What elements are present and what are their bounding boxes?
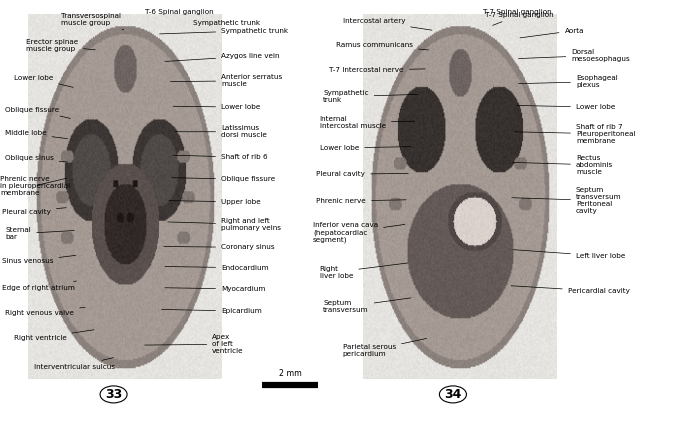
Text: Rectus
abdominis
muscle: Rectus abdominis muscle [513,155,613,175]
Text: Right and left
pulmonary veins: Right and left pulmonary veins [168,218,281,231]
Text: Oblique fissure: Oblique fissure [172,176,275,182]
Text: Oblique sinus: Oblique sinus [5,155,68,162]
Text: Phrenic nerve: Phrenic nerve [316,198,406,204]
Text: Myocardium: Myocardium [165,286,266,292]
Text: Septum
transversum
Peritoneal
cavity: Septum transversum Peritoneal cavity [512,187,621,214]
Text: Middle lobe: Middle lobe [5,130,68,139]
Text: Sympathetic
trunk: Sympathetic trunk [323,90,418,103]
Text: Epicardium: Epicardium [162,308,262,314]
Text: 33: 33 [105,388,122,401]
Text: Apex
of left
ventricle: Apex of left ventricle [145,334,244,354]
Text: Endocardium: Endocardium [165,265,268,271]
Text: Pericardial cavity: Pericardial cavity [511,286,630,294]
Text: Pleural cavity: Pleural cavity [316,171,408,177]
Text: Right venous valve: Right venous valve [5,307,85,316]
Text: Coronary sinus: Coronary sinus [164,244,274,250]
Text: Sternal
bar: Sternal bar [5,227,74,240]
Text: Left liver lobe: Left liver lobe [513,249,625,259]
Text: Right ventricle: Right ventricle [14,330,94,341]
Text: Erector spinae
muscle group: Erector spinae muscle group [26,39,95,52]
Text: Septum
transversum: Septum transversum [323,298,411,313]
Text: T-7 Spinal ganglion: T-7 Spinal ganglion [485,12,554,26]
Text: Dorsal
mesoesophagus: Dorsal mesoesophagus [518,49,630,62]
Text: Transversospinal
muscle group: Transversospinal muscle group [61,13,124,30]
Text: Inferior vena cava
(hepatocardiac
segment): Inferior vena cava (hepatocardiac segmen… [313,222,405,244]
Text: Intercostal artery: Intercostal artery [343,18,432,30]
Text: Aorta: Aorta [520,28,584,38]
Text: Shaft of rib 7
Pleuroperitoneal
membrane: Shaft of rib 7 Pleuroperitoneal membrane [514,124,635,144]
Text: Ramus communicans: Ramus communicans [336,42,429,50]
Text: Right
liver lobe: Right liver lobe [320,263,408,278]
Text: Edge of right atrium: Edge of right atrium [2,281,76,291]
Circle shape [100,386,127,403]
Text: Azygos line vein: Azygos line vein [165,53,280,62]
Text: T-7 Intercostal nerve: T-7 Intercostal nerve [329,67,425,73]
Text: Parietal serous
pericardium: Parietal serous pericardium [343,338,427,357]
Text: 2 mm: 2 mm [279,369,301,378]
Text: Pleural cavity: Pleural cavity [2,208,66,215]
Text: Upper lobe: Upper lobe [169,199,261,205]
Text: Oblique fissure: Oblique fissure [5,107,70,119]
Text: 34: 34 [444,388,462,401]
Text: Interventricular sulcus: Interventricular sulcus [34,357,115,370]
Text: T-7 Spinal ganglion: T-7 Spinal ganglion [483,9,552,15]
Text: Latissimus
dorsi muscle: Latissimus dorsi muscle [174,125,267,138]
Text: Anterior serratus
muscle: Anterior serratus muscle [170,74,283,87]
Text: T-6 Spinal ganglion: T-6 Spinal ganglion [145,9,214,15]
Text: Lower lobe: Lower lobe [173,104,260,110]
Circle shape [439,386,466,403]
Text: Sinus venosus: Sinus venosus [2,255,76,264]
Text: Lower lobe: Lower lobe [14,75,73,87]
Text: Esophageal
plexus: Esophageal plexus [518,75,618,88]
Text: Shaft of rib 6: Shaft of rib 6 [173,154,268,160]
Text: Lower lobe: Lower lobe [320,145,411,151]
Text: Lower lobe: Lower lobe [516,104,615,110]
Text: Sympathetic trunk: Sympathetic trunk [193,20,260,26]
Text: Internal
intercostal muscle: Internal intercostal muscle [320,116,414,129]
Text: Sympathetic trunk: Sympathetic trunk [160,28,288,34]
Text: Phrenic nerve
in pleuropericardial
membrane: Phrenic nerve in pleuropericardial membr… [0,176,70,196]
